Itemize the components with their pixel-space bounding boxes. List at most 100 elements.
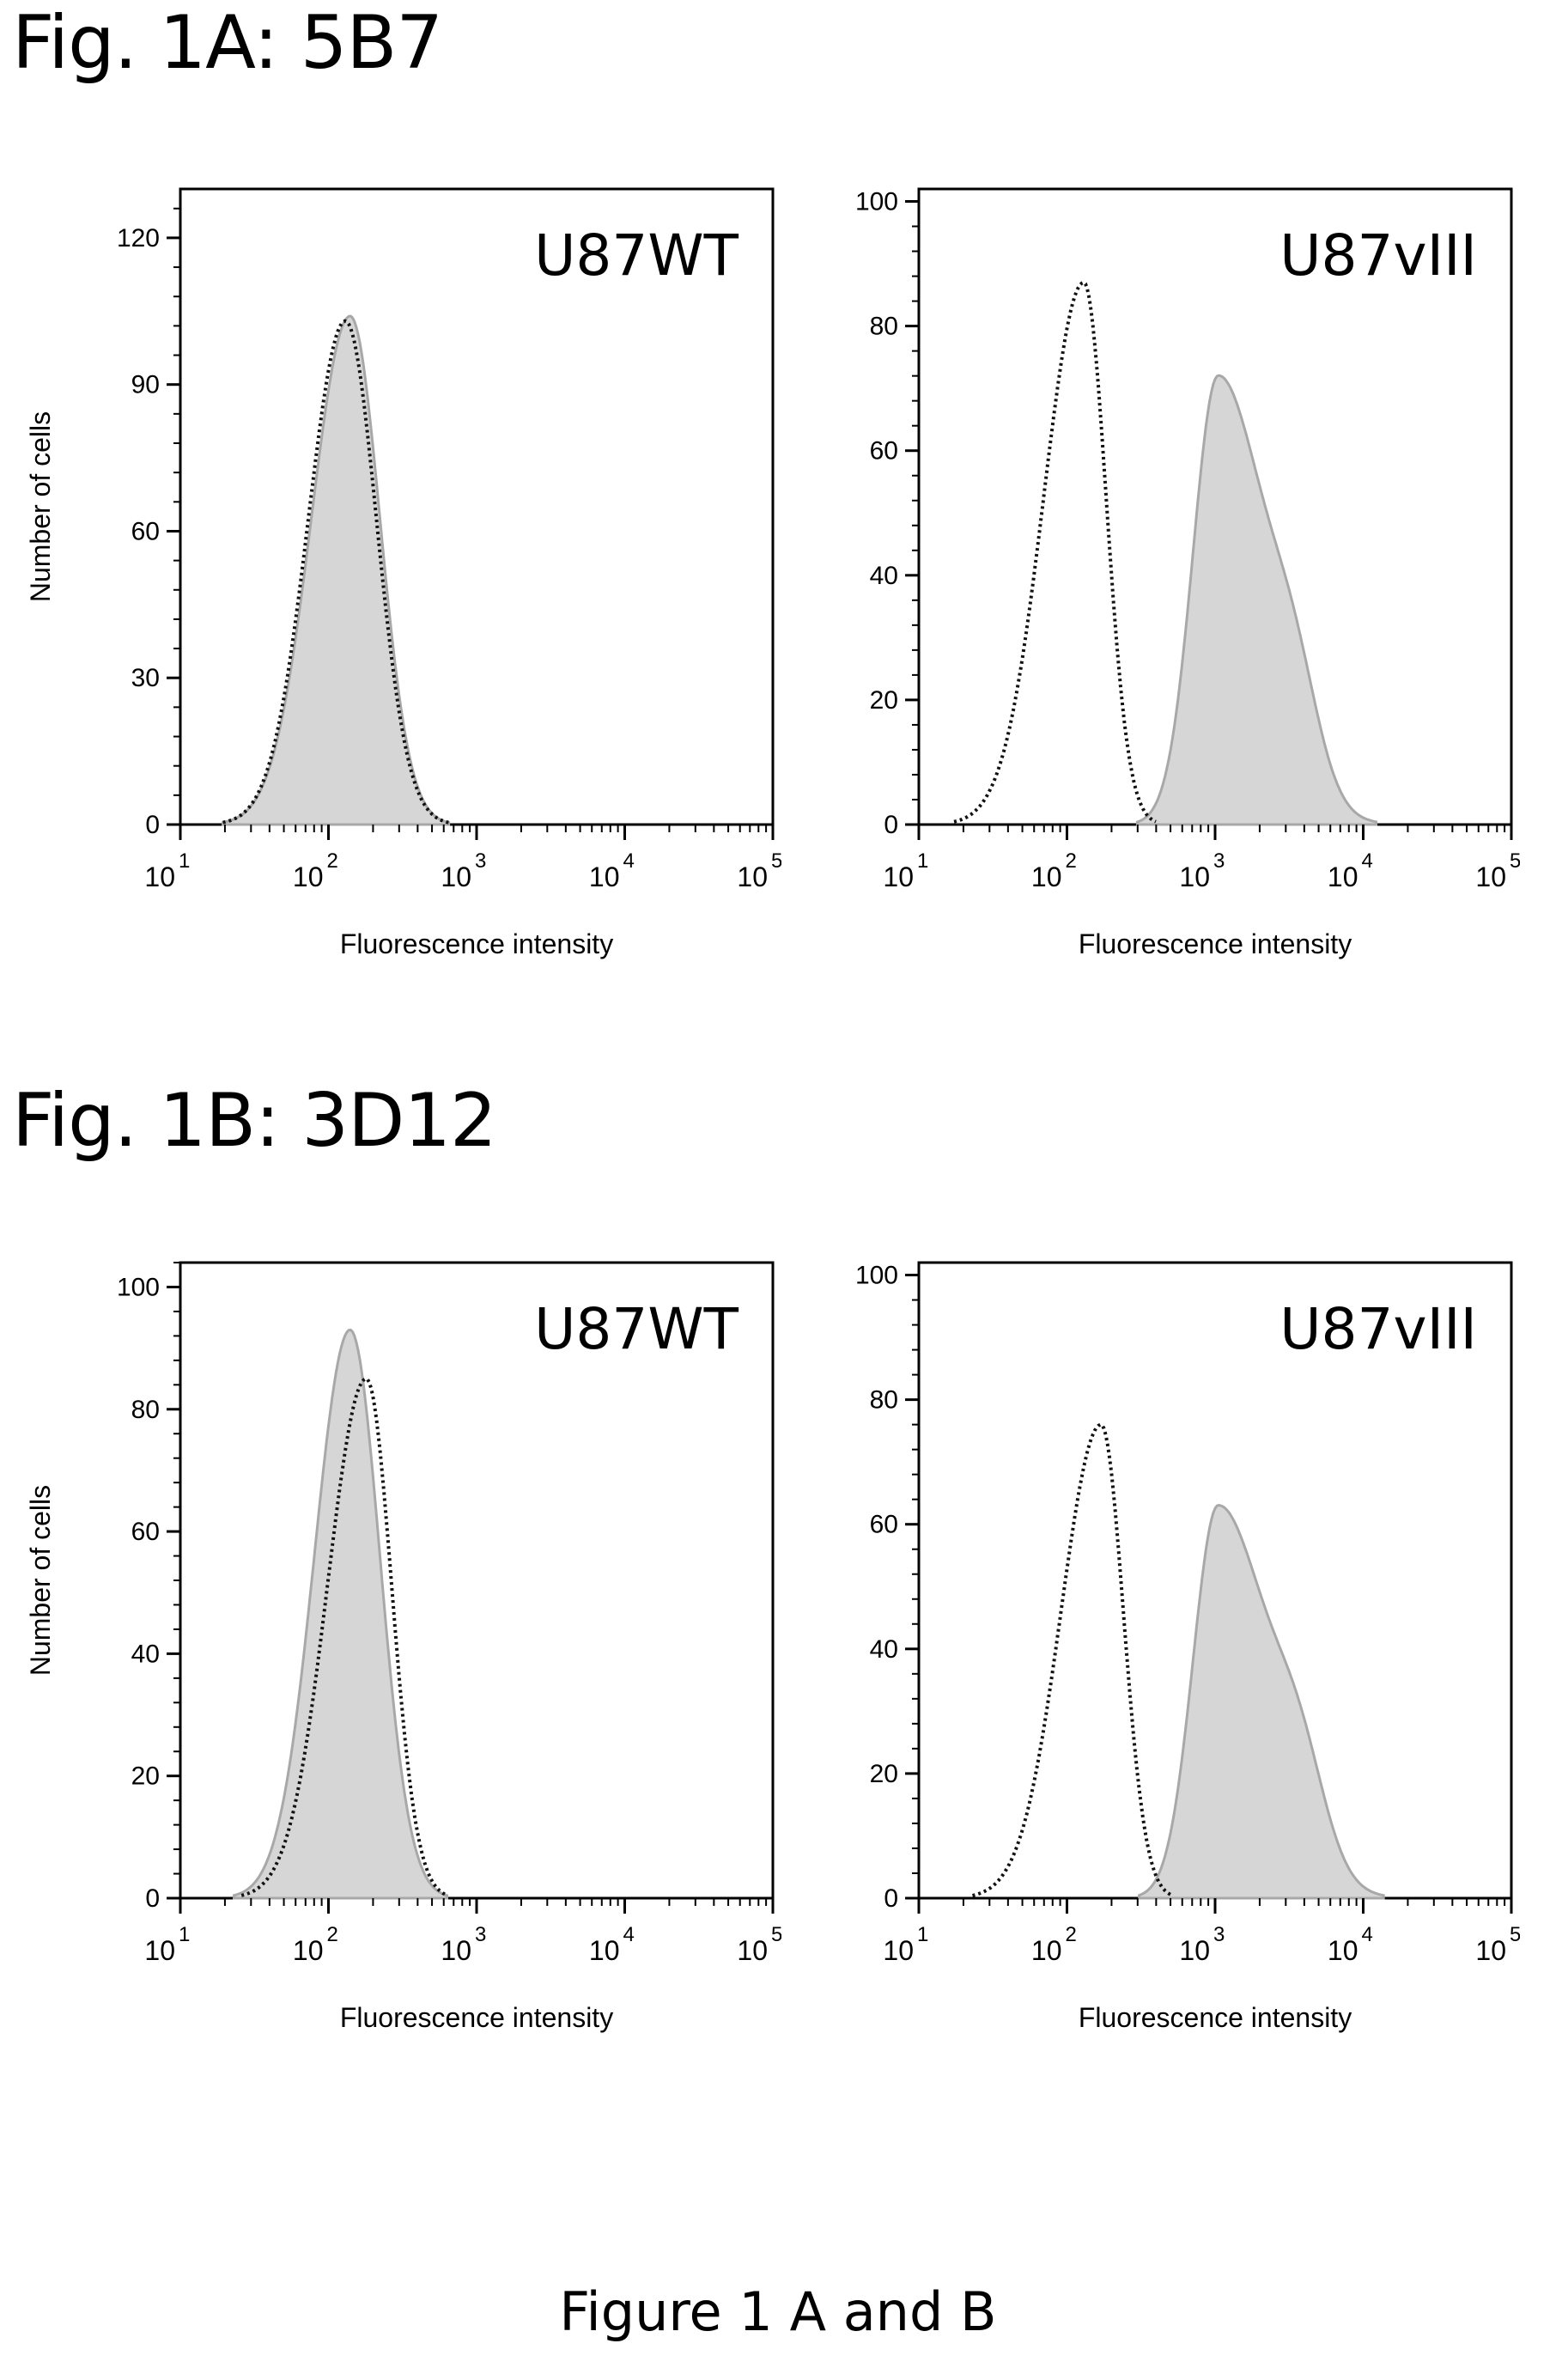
x-tick-label-exponent: 5 (1510, 849, 1520, 873)
x-tick-label: 103 (1179, 849, 1225, 892)
cell-line-label: U87vIII (1279, 222, 1477, 289)
chart-svg: 020406080100101102103104105Fluorescence … (25, 1261, 781, 2033)
x-tick-label: 104 (1328, 1923, 1373, 1966)
y-tick-label: 80 (870, 313, 898, 341)
chart-svg: 020406080100101102103104105Fluorescence … (855, 187, 1520, 959)
histogram-filled-u87viii (1138, 1503, 1385, 1900)
histogram-dotted-control (953, 280, 1157, 824)
x-tick-label-base: 10 (737, 1935, 768, 1966)
y-tick-label: 100 (855, 188, 898, 216)
x-tick-label-base: 10 (589, 861, 620, 892)
x-tick-label-exponent: 3 (1213, 849, 1225, 873)
y-tick-label: 100 (855, 1262, 898, 1290)
figure-1b-heading: Fig. 1B: 3D12 (12, 1078, 497, 1164)
plot-frame (179, 1261, 775, 1900)
x-tick-label-base: 10 (293, 861, 324, 892)
x-tick-label-base: 10 (441, 861, 471, 892)
x-tick-label-exponent: 2 (327, 1923, 338, 1946)
histogram-filled-u87wt (233, 1328, 448, 1900)
y-tick-label: 40 (870, 1635, 898, 1664)
histogram-filled-u87viii (1135, 374, 1378, 826)
x-tick-label: 102 (1031, 1923, 1077, 1966)
cell-line-label: U87WT (534, 1296, 739, 1362)
x-tick-label-exponent: 5 (771, 1923, 781, 1946)
x-tick-label-exponent: 3 (475, 849, 486, 873)
x-tick-label: 104 (1328, 849, 1373, 892)
y-tick-label: 0 (884, 811, 898, 839)
x-tick-label-exponent: 1 (179, 1923, 190, 1946)
y-tick-label: 0 (145, 1884, 160, 1913)
plot-frame (179, 187, 775, 826)
y-tick-label: 80 (131, 1396, 160, 1424)
x-tick-label: 105 (1475, 849, 1520, 892)
x-tick-label: 104 (589, 849, 635, 892)
x-tick-label-exponent: 2 (1066, 849, 1077, 873)
y-tick-label: 80 (870, 1386, 898, 1415)
y-tick-label: 60 (870, 1511, 898, 1539)
x-tick-label: 102 (293, 1923, 338, 1966)
y-tick-label: 40 (870, 562, 898, 590)
x-tick-label-exponent: 1 (917, 1923, 928, 1946)
histogram-dotted-control (222, 319, 450, 825)
x-tick-label-base: 10 (144, 1935, 175, 1966)
x-tick-label-exponent: 5 (771, 849, 781, 873)
x-tick-label: 101 (144, 1923, 190, 1966)
x-tick-label-base: 10 (883, 861, 914, 892)
histogram-panel-1a-u87viii: 0 20 40 60 80 100 10 1 10 2 10 3 10 4 10 5 Fluorescence … (738, 155, 1520, 1031)
y-tick-label: 0 (884, 1884, 898, 1913)
y-axis-title: Number of cells (25, 1485, 56, 1676)
histogram-panel-1b-u87wt: 0 20 40 60 80 100 10 1 10 2 10 3 10 4 10 5 Fluorescence … (0, 1228, 781, 2104)
figure-1a-heading: Fig. 1A: 5B7 (12, 0, 443, 86)
y-tick-label: 120 (117, 224, 160, 253)
cell-line-label: U87WT (534, 222, 739, 289)
x-tick-label-base: 10 (883, 1935, 914, 1966)
x-axis-title: Fluorescence intensity (1079, 2002, 1352, 2033)
y-tick-label: 60 (131, 517, 160, 545)
x-axis-title: Fluorescence intensity (340, 2002, 613, 2033)
x-tick-label: 102 (1031, 849, 1077, 892)
x-tick-label: 101 (144, 849, 190, 892)
y-tick-label: 90 (131, 371, 160, 399)
x-tick-label-base: 10 (1031, 861, 1062, 892)
x-tick-label-exponent: 4 (623, 1923, 635, 1946)
x-tick-label-base: 10 (144, 861, 175, 892)
x-tick-label: 102 (293, 849, 338, 892)
y-tick-label: 20 (870, 1760, 898, 1788)
x-tick-label-base: 10 (1328, 1935, 1358, 1966)
y-tick-label: 20 (131, 1762, 160, 1791)
x-tick-label: 105 (1475, 1923, 1520, 1966)
figure-caption: Figure 1 A and B (559, 2280, 997, 2343)
x-tick-label-exponent: 3 (1213, 1923, 1225, 1946)
x-tick-label-exponent: 4 (623, 849, 635, 873)
x-tick-label: 101 (883, 849, 928, 892)
y-tick-label: 0 (145, 811, 160, 839)
histogram-dotted-control (972, 1422, 1174, 1897)
y-tick-label: 60 (870, 437, 898, 466)
x-tick-label-exponent: 2 (1066, 1923, 1077, 1946)
x-tick-label-exponent: 4 (1362, 849, 1373, 873)
x-tick-label-exponent: 1 (917, 849, 928, 873)
x-tick-label-base: 10 (589, 1935, 620, 1966)
x-tick-label: 101 (883, 1923, 928, 1966)
x-tick-label-exponent: 2 (327, 849, 338, 873)
cell-line-label: U87vIII (1279, 1296, 1477, 1362)
y-axis-title: Number of cells (25, 411, 56, 602)
x-tick-label: 103 (441, 1923, 486, 1966)
x-tick-label-base: 10 (1328, 861, 1358, 892)
x-tick-label-base: 10 (1475, 1935, 1506, 1966)
x-axis-title: Fluorescence intensity (1079, 928, 1352, 959)
x-tick-label-exponent: 5 (1510, 1923, 1520, 1946)
x-tick-label-exponent: 4 (1362, 1923, 1373, 1946)
x-tick-label-exponent: 1 (179, 849, 190, 873)
x-tick-label-base: 10 (1179, 1935, 1210, 1966)
x-tick-label: 105 (737, 1923, 781, 1966)
histogram-panel-1a-u87wt: 0 30 60 90 120 10 1 10 2 10 3 10 4 10 5 Fluorescence in… (0, 155, 781, 1031)
x-tick-label-base: 10 (441, 1935, 471, 1966)
x-tick-label-base: 10 (293, 1935, 324, 1966)
x-tick-label: 104 (589, 1923, 635, 1966)
x-tick-label: 103 (441, 849, 486, 892)
x-tick-label-base: 10 (1475, 861, 1506, 892)
x-tick-label-base: 10 (1179, 861, 1210, 892)
y-tick-label: 100 (117, 1273, 160, 1301)
